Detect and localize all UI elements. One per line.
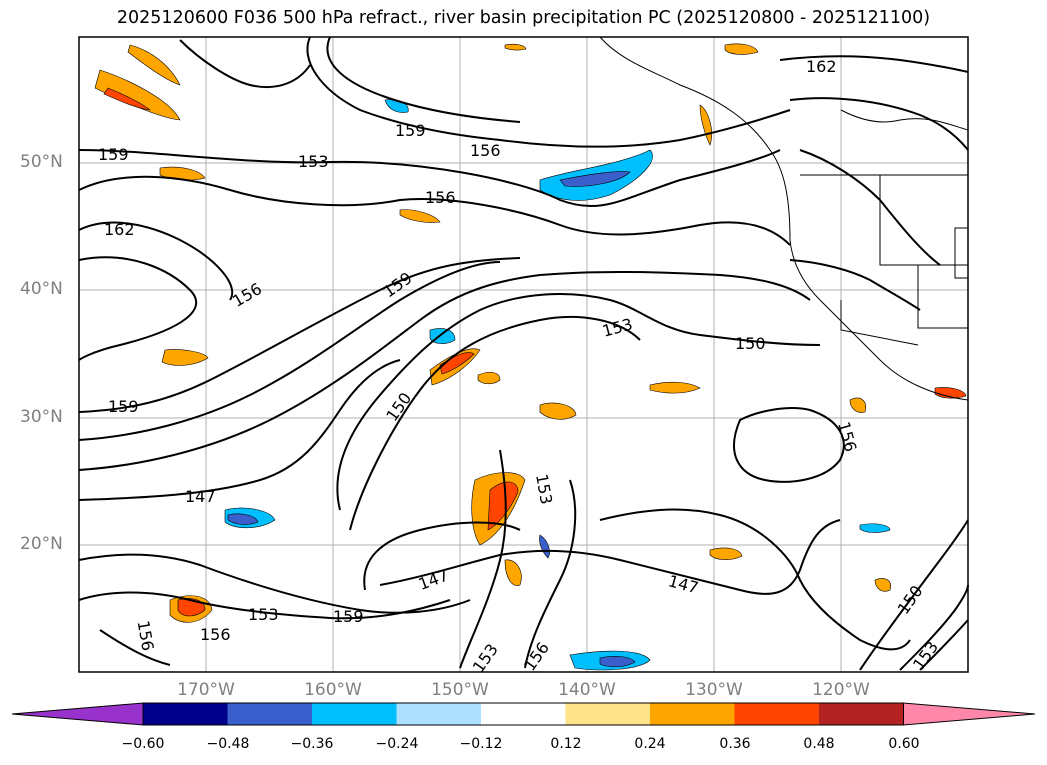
colorbar-segment	[565, 703, 650, 725]
lon-label: 140°W	[558, 680, 616, 700]
lon-label: 120°W	[812, 680, 870, 700]
shade-darkblue	[599, 656, 636, 668]
contour-label: 147	[185, 487, 216, 506]
shade-orange	[539, 402, 577, 420]
colorbar-tick: 0.24	[634, 736, 666, 752]
shade-orange	[849, 397, 866, 413]
shade-orange	[874, 578, 891, 592]
map-border	[78, 36, 969, 673]
shade-orange	[649, 381, 701, 394]
lat-label: 50°N	[20, 152, 63, 172]
shade-orange	[127, 44, 181, 86]
lat-label: 20°N	[20, 534, 63, 554]
colorbar-tick: −0.36	[290, 736, 334, 752]
contour-label: 159	[333, 607, 364, 626]
shade-blue	[539, 534, 550, 559]
colorbar-tick: 0.60	[888, 736, 920, 752]
contour-label: 153	[298, 152, 329, 171]
shading	[94, 43, 967, 671]
shade-orange	[709, 547, 743, 560]
shade-orange	[399, 209, 441, 223]
colorbar-segment	[396, 703, 481, 725]
colorbar-segment	[734, 703, 819, 725]
colorbar-tick: −0.60	[121, 736, 165, 752]
colorbar-tick: 0.48	[803, 736, 835, 752]
colorbar-extend-max	[903, 702, 1036, 726]
shade-orange	[161, 349, 209, 366]
shade-orange	[699, 104, 712, 146]
colorbar-tick: −0.12	[459, 736, 503, 752]
shade-orange	[477, 371, 501, 385]
colorbar	[11, 702, 1036, 726]
contour-label: 162	[104, 220, 135, 239]
contour-label: 156	[425, 188, 456, 207]
shade-orange	[504, 559, 522, 586]
colorbar-tick: −0.48	[206, 736, 250, 752]
colorbar-segment	[819, 703, 904, 725]
colorbar-border	[142, 702, 904, 726]
colorbar-tick: −0.24	[375, 736, 419, 752]
contour-label: 153	[248, 605, 279, 624]
contour-label: 156	[200, 625, 231, 644]
shade-darkblue	[227, 513, 259, 525]
colorbar-segment	[650, 703, 735, 725]
lat-label: 30°N	[20, 407, 63, 427]
shade-orange	[724, 43, 759, 55]
colorbar-segment	[481, 703, 566, 725]
contour-label: 162	[806, 57, 837, 76]
colorbar-segment	[143, 703, 228, 725]
colorbar-tick: 0.36	[719, 736, 751, 752]
contour-label: 159	[98, 145, 129, 164]
shade-blue	[859, 523, 891, 533]
lat-label: 40°N	[20, 279, 63, 299]
shade-orange	[504, 43, 527, 51]
colorbar-tick: 0.12	[550, 736, 582, 752]
lon-label: 170°W	[177, 680, 235, 700]
shade-red	[487, 481, 519, 531]
contour-label: 156	[470, 141, 501, 160]
shade-darkblue	[559, 171, 631, 187]
shade-red	[103, 87, 152, 111]
lon-label: 130°W	[685, 680, 743, 700]
lon-label: 160°W	[304, 680, 362, 700]
colorbar-segment	[227, 703, 312, 725]
contour-label: 159	[395, 121, 426, 140]
map-title: 2025120600 F036 500 hPa refract., river …	[116, 8, 931, 28]
coastlines	[599, 36, 969, 401]
contour-label: 150	[735, 334, 766, 353]
contour-label: 159	[108, 397, 139, 416]
colorbar-extend-min	[11, 702, 144, 726]
colorbar-segment	[312, 703, 397, 725]
lon-label: 150°W	[431, 680, 489, 700]
